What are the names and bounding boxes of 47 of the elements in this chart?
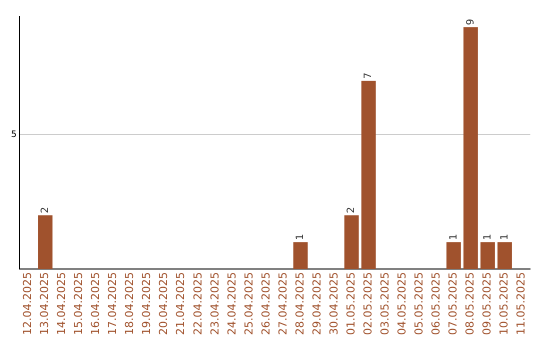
x-tick-label: 30.04.2025: [327, 272, 340, 336]
data-label: 1: [499, 234, 510, 240]
x-tick-label: 19.04.2025: [140, 272, 154, 336]
x-tick-label: 05.05.2025: [412, 272, 426, 336]
x-tick-label: 24.04.2025: [225, 272, 238, 336]
data-label: 1: [448, 234, 460, 240]
data-label: 2: [40, 206, 51, 214]
x-tick-label: 22.04.2025: [191, 272, 204, 336]
data-label: 7: [363, 72, 374, 79]
data-label: 1: [482, 234, 494, 240]
x-tick-label: 08.05.2025: [464, 272, 477, 336]
data-label: 9: [465, 18, 476, 26]
bar: [361, 80, 376, 270]
bar: [293, 242, 308, 270]
x-tick-label: 07.05.2025: [446, 272, 460, 336]
bar: [463, 27, 478, 270]
x-tick-label: 26.04.2025: [259, 272, 272, 336]
x-tick-label: 17.04.2025: [106, 272, 120, 336]
x-tick-label: 15.04.2025: [72, 272, 86, 336]
x-tick-label: 29.04.2025: [310, 272, 324, 336]
x-tick-label: 02.05.2025: [361, 272, 374, 336]
x-tick-label: 03.05.2025: [378, 272, 392, 336]
x-tick-label: 18.04.2025: [123, 272, 136, 336]
bar: [344, 215, 359, 270]
bar: [480, 242, 495, 270]
x-tick-label: 12.04.2025: [21, 272, 34, 336]
x-tick-label: 23.04.2025: [208, 272, 222, 336]
x-tick-label: 28.04.2025: [293, 272, 306, 336]
x-tick-label: 10.05.2025: [498, 272, 511, 336]
data-label: 1: [295, 234, 306, 240]
x-tick-label: 09.05.2025: [480, 272, 494, 336]
x-tick-label: 06.05.2025: [430, 272, 443, 336]
x-tick-label: 14.04.2025: [55, 272, 68, 336]
x-tick-label: 21.04.2025: [174, 272, 188, 336]
y-tick-label: 5: [10, 130, 17, 140]
bar: [38, 215, 52, 270]
x-tick-label: 13.04.2025: [38, 272, 52, 336]
data-label: 2: [346, 206, 358, 214]
x-tick-label: 27.04.2025: [276, 272, 290, 336]
x-tick-label: 11.05.2025: [514, 272, 528, 336]
x-tick-label: 25.04.2025: [242, 272, 256, 336]
x-tick-label: 16.04.2025: [89, 272, 102, 336]
bar: [497, 242, 512, 270]
bar: [446, 242, 461, 270]
x-tick-label: 01.05.2025: [344, 272, 358, 336]
x-tick-label: 04.05.2025: [395, 272, 408, 336]
x-tick-label: 20.04.2025: [157, 272, 170, 336]
